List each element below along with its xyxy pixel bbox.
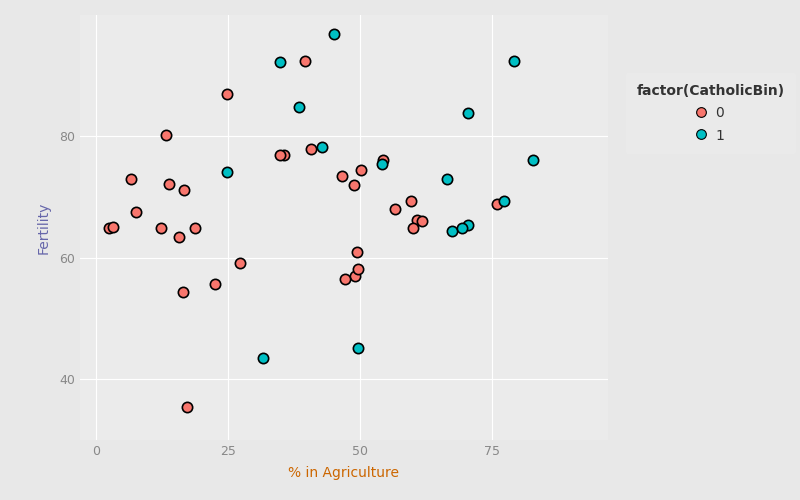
1 bbox=[292, 104, 305, 112]
0 bbox=[348, 181, 361, 189]
1 bbox=[526, 156, 539, 164]
0 bbox=[351, 248, 364, 256]
0 bbox=[234, 260, 246, 268]
0 bbox=[188, 224, 201, 232]
0 bbox=[155, 224, 168, 232]
1 bbox=[462, 110, 474, 118]
0 bbox=[354, 166, 367, 174]
0 bbox=[336, 172, 349, 180]
0 bbox=[411, 216, 424, 224]
0 bbox=[107, 223, 120, 231]
0 bbox=[173, 232, 186, 240]
0 bbox=[338, 274, 351, 282]
0 bbox=[102, 224, 115, 232]
0 bbox=[490, 200, 503, 208]
0 bbox=[180, 402, 193, 410]
1 bbox=[508, 57, 521, 65]
X-axis label: % in Agriculture: % in Agriculture bbox=[289, 466, 399, 480]
0 bbox=[405, 198, 418, 205]
0 bbox=[278, 150, 290, 158]
Legend: 0, 1: 0, 1 bbox=[626, 73, 796, 154]
1 bbox=[376, 160, 389, 168]
0 bbox=[389, 206, 402, 214]
0 bbox=[178, 186, 190, 194]
0 bbox=[299, 56, 312, 64]
0 bbox=[130, 208, 143, 216]
0 bbox=[416, 218, 429, 226]
1 bbox=[221, 168, 234, 175]
1 bbox=[351, 344, 364, 352]
0 bbox=[208, 280, 221, 288]
0 bbox=[177, 288, 190, 296]
0 bbox=[352, 265, 365, 273]
1 bbox=[257, 354, 270, 362]
0 bbox=[221, 90, 234, 98]
1 bbox=[498, 198, 510, 205]
Y-axis label: Fertility: Fertility bbox=[37, 202, 51, 254]
0 bbox=[273, 150, 286, 158]
0 bbox=[125, 175, 138, 183]
0 bbox=[160, 131, 173, 139]
0 bbox=[376, 156, 389, 164]
0 bbox=[162, 180, 175, 188]
1 bbox=[315, 143, 328, 151]
1 bbox=[273, 58, 286, 66]
1 bbox=[327, 30, 340, 38]
0 bbox=[406, 224, 419, 232]
1 bbox=[461, 221, 474, 229]
1 bbox=[455, 224, 468, 232]
1 bbox=[441, 175, 454, 183]
0 bbox=[304, 144, 317, 152]
1 bbox=[446, 226, 458, 234]
0 bbox=[348, 272, 361, 280]
